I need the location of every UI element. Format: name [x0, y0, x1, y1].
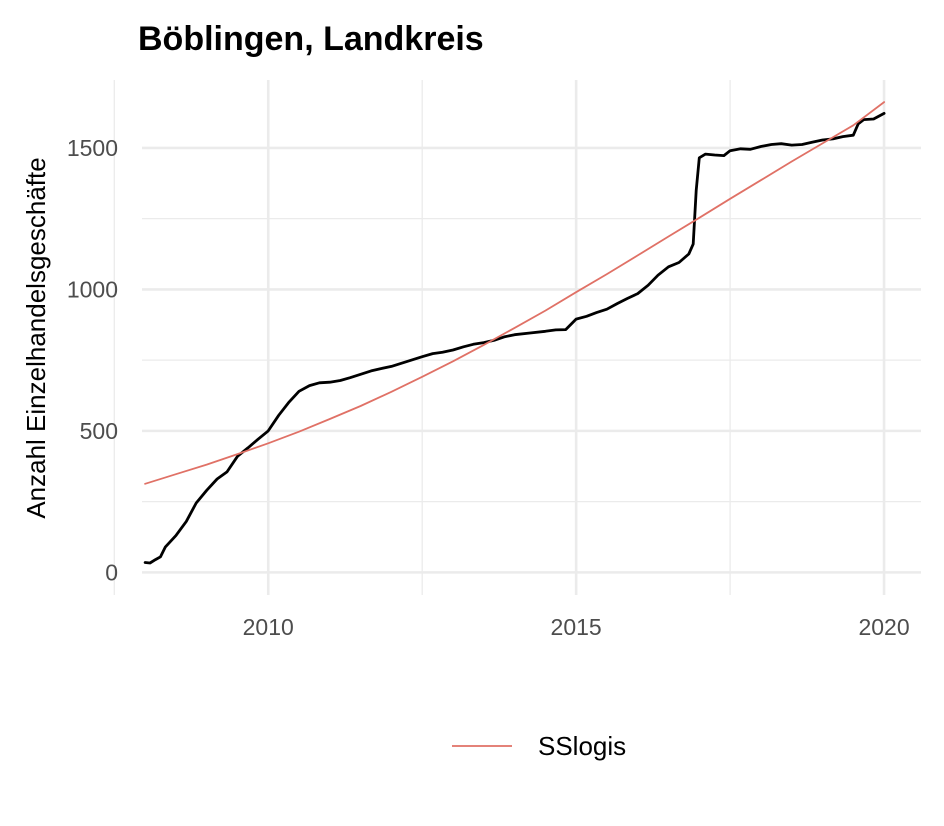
y-tick-label: 0 — [105, 559, 118, 585]
x-tick-label: 2010 — [243, 614, 294, 640]
chart-title: Böblingen, Landkreis — [138, 20, 484, 58]
series-line-observed — [143, 112, 886, 565]
legend: SSlogis — [452, 731, 626, 761]
series-line-sslogis — [144, 101, 885, 485]
y-tick-label: 1000 — [67, 276, 118, 302]
y-tick-label: 1500 — [67, 135, 118, 161]
y-axis-title: Anzahl Einzelhandelsgeschäfte — [21, 157, 51, 518]
x-tick-label: 2020 — [858, 614, 909, 640]
y-tick-labels: 0 500 1000 1500 — [67, 135, 118, 585]
series-lines — [143, 101, 886, 565]
y-tick-label: 500 — [80, 418, 118, 444]
grid — [113, 80, 921, 595]
x-tick-labels: 2010 2015 2020 — [243, 614, 910, 640]
x-tick-label: 2015 — [551, 614, 602, 640]
legend-label: SSlogis — [538, 731, 626, 761]
